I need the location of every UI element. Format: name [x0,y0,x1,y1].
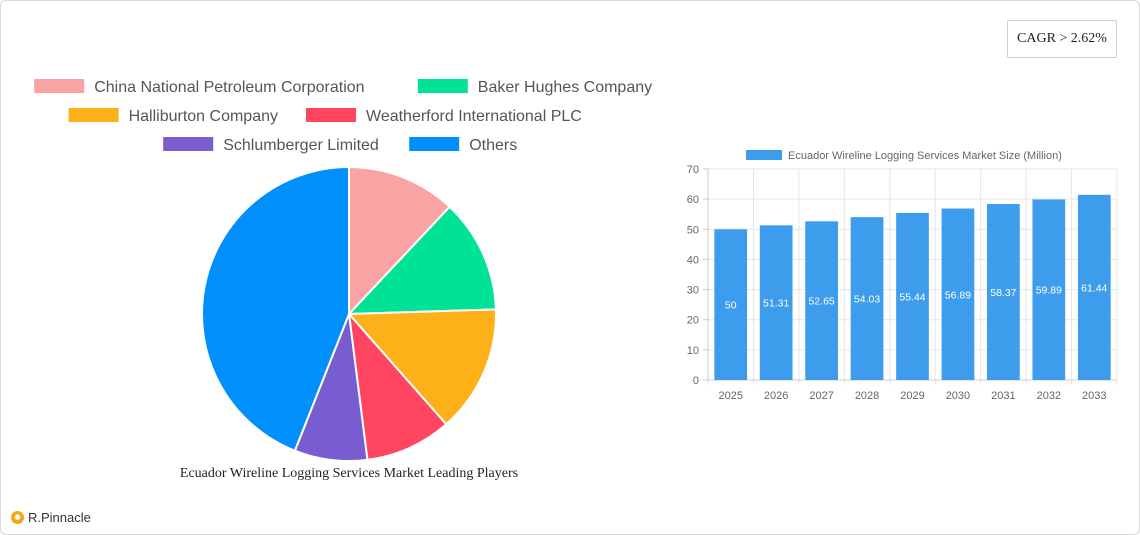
bar-2025[interactable] [714,229,748,380]
legend-label: Baker Hughes Company [478,79,652,96]
legend-label: Others [469,137,517,154]
y-tick-label: 60 [687,194,699,206]
bar-data-label: 52.65 [808,296,834,308]
y-tick-label: 0 [693,375,699,387]
legend-swatch [306,108,356,122]
bar-2031[interactable] [987,204,1020,380]
legend-item-0[interactable]: China National Petroleum Corporation [34,79,365,96]
legend-swatch [34,79,85,93]
bar-legend-swatch [746,150,782,160]
brand: ✹ R.Pinnacle [11,509,91,525]
bar-data-label: 54.03 [854,294,880,306]
pie-slice-2[interactable] [346,308,497,426]
legend-swatch [417,79,468,93]
y-tick-label: 20 [687,315,699,327]
brand-name: R.Pinnacle [28,509,91,525]
x-tick-label: 2029 [900,390,924,402]
bar-chart: Ecuador Wireline Logging Services Market… [687,150,1118,402]
pie-slice-1[interactable] [346,205,497,316]
bar-2028[interactable] [850,217,884,380]
x-tick-label: 2026 [764,390,788,402]
legend-item-5[interactable]: Others [409,137,517,154]
y-tick-label: 40 [687,254,699,266]
pinnacle-logo-icon: ✹ [11,510,24,524]
bar-data-label: 51.31 [763,298,789,310]
legend-item-1[interactable]: Baker Hughes Company [417,79,652,96]
bar-legend[interactable]: Ecuador Wireline Logging Services Market… [746,150,1062,162]
bar-data-label: 59.89 [1036,285,1062,297]
x-tick-label: 2030 [946,390,970,402]
bar-2033[interactable] [1077,194,1111,380]
bar-data-label: 56.89 [945,289,971,301]
x-tick-label: 2032 [1037,390,1061,402]
legend-label: China National Petroleum Corporation [94,79,364,96]
pie-slice-5[interactable] [201,165,350,452]
pie-slice-0[interactable] [348,165,452,317]
legend-swatch [163,137,214,151]
cagr-label: CAGR > 2.62% [1017,31,1107,46]
legend-item-2[interactable]: Halliburton Company [68,108,278,125]
x-tick-label: 2033 [1082,390,1106,402]
bar-data-label: 58.37 [990,287,1016,299]
pie-chart: China National Petroleum Corporation Bake… [34,79,652,462]
legend-item-4[interactable]: Schlumberger Limited [163,137,379,154]
bar-data-label: 55.44 [899,291,925,303]
bar-data-label: 61.44 [1081,282,1107,294]
y-tick-label: 50 [687,224,699,236]
bar-2026[interactable] [759,225,793,380]
bar-2027[interactable] [805,221,838,380]
bar-2029[interactable] [896,212,929,380]
bar-2032[interactable] [1032,199,1066,380]
legend-label: Weatherford International PLC [366,108,582,125]
x-tick-label: 2031 [991,390,1015,402]
legend-item-3[interactable]: Weatherford International PLC [306,108,582,125]
pie-slice-3[interactable] [347,310,448,461]
bar-2030[interactable] [941,208,975,380]
bar-data-label: 50 [725,300,737,312]
bar-legend-label: Ecuador Wireline Logging Services Market… [788,150,1062,162]
y-tick-label: 70 [687,164,699,176]
pie-chart-title: Ecuador Wireline Logging Services Market… [179,466,519,481]
legend-label: Schlumberger Limited [223,137,379,154]
x-tick-label: 2028 [855,390,879,402]
legend-label: Halliburton Company [129,108,278,125]
y-tick-label: 30 [687,285,699,297]
legend-swatch [68,108,119,122]
cagr-badge: CAGR > 2.62% [1007,20,1117,58]
y-tick-label: 10 [687,345,699,357]
x-tick-label: 2025 [718,390,742,402]
x-tick-label: 2027 [809,390,833,402]
legend-swatch [409,137,460,151]
